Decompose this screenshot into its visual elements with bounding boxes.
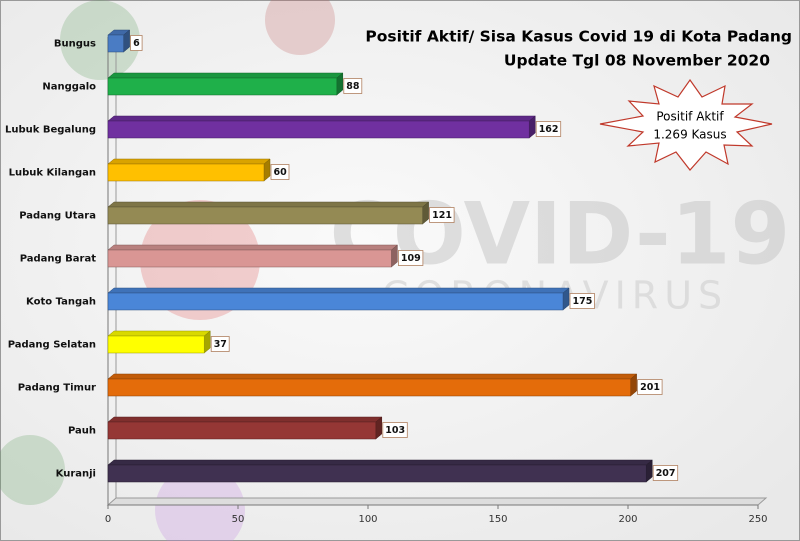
bar (107, 163, 265, 182)
chart-title: Positif Aktif/ Sisa Kasus Covid 19 di Ko… (365, 28, 792, 46)
y-tick-label: Padang Timur (18, 383, 96, 394)
value-label: 175 (573, 296, 593, 307)
y-tick-label: Lubuk Kilangan (9, 168, 96, 179)
bar (107, 249, 392, 268)
value-label: 37 (214, 339, 227, 350)
value-label: 88 (346, 81, 360, 92)
bar (107, 464, 647, 483)
y-tick-label: Padang Selatan (8, 340, 96, 351)
x-tick-label: 0 (105, 514, 111, 525)
x-tick-label: 150 (488, 514, 507, 525)
bar-top (107, 416, 383, 423)
bar-top (107, 373, 638, 380)
bar-top (107, 244, 399, 251)
bar-top (107, 330, 211, 337)
chart-subtitle: Update Tgl 08 November 2020 (504, 52, 770, 70)
value-label-box (382, 422, 408, 438)
x-tick-label: 200 (618, 514, 637, 525)
value-label: 201 (640, 382, 660, 393)
value-label-box (535, 121, 562, 137)
floor (106, 497, 768, 506)
bar (107, 378, 631, 397)
value-label-box (429, 207, 455, 223)
annotation: 1.269 Kasus (653, 128, 726, 142)
y-tick-label: Padang Utara (19, 211, 96, 222)
y-tick-label: Bungus (54, 39, 96, 50)
value-label: 121 (432, 210, 452, 221)
y-tick-label: Nanggalo (42, 82, 96, 93)
value-label: 207 (656, 468, 676, 479)
star-callout (599, 78, 773, 171)
x-tick-label: 250 (748, 514, 767, 525)
bar (107, 206, 423, 225)
bar (107, 292, 564, 311)
value-label-box (130, 35, 143, 51)
value-label-box (343, 78, 363, 94)
bar (107, 34, 124, 53)
bar (107, 77, 338, 96)
value-label-box (637, 379, 663, 395)
bar-top (107, 72, 344, 79)
value-label-box (397, 250, 424, 266)
y-tick-label: Koto Tangah (26, 297, 96, 308)
value-label: 103 (385, 425, 405, 436)
y-tick-label: Kuranji (56, 469, 96, 480)
bar-top (107, 459, 653, 466)
y-tick-label: Padang Barat (20, 254, 97, 265)
x-tick-label: 50 (232, 514, 245, 525)
bar-top (107, 115, 536, 122)
bar-top (107, 158, 271, 165)
bar (107, 421, 377, 440)
value-label-box (569, 293, 595, 309)
y-tick-label: Lubuk Begalung (5, 125, 96, 136)
bar (107, 335, 205, 354)
x-tick-label: 100 (358, 514, 377, 525)
watermark: COVID-19 (330, 184, 791, 284)
value-label-box (210, 336, 230, 352)
bar (107, 120, 530, 139)
annotation: Positif Aktif (656, 110, 724, 124)
y-tick-label: Pauh (68, 426, 96, 437)
value-label-box (270, 164, 290, 180)
bar-top (107, 201, 430, 208)
value-label-box (652, 465, 679, 481)
value-label: 162 (539, 124, 559, 135)
value-label: 60 (274, 167, 288, 178)
value-label: 6 (133, 38, 140, 49)
bar-top (107, 287, 570, 294)
value-label: 109 (401, 253, 421, 264)
